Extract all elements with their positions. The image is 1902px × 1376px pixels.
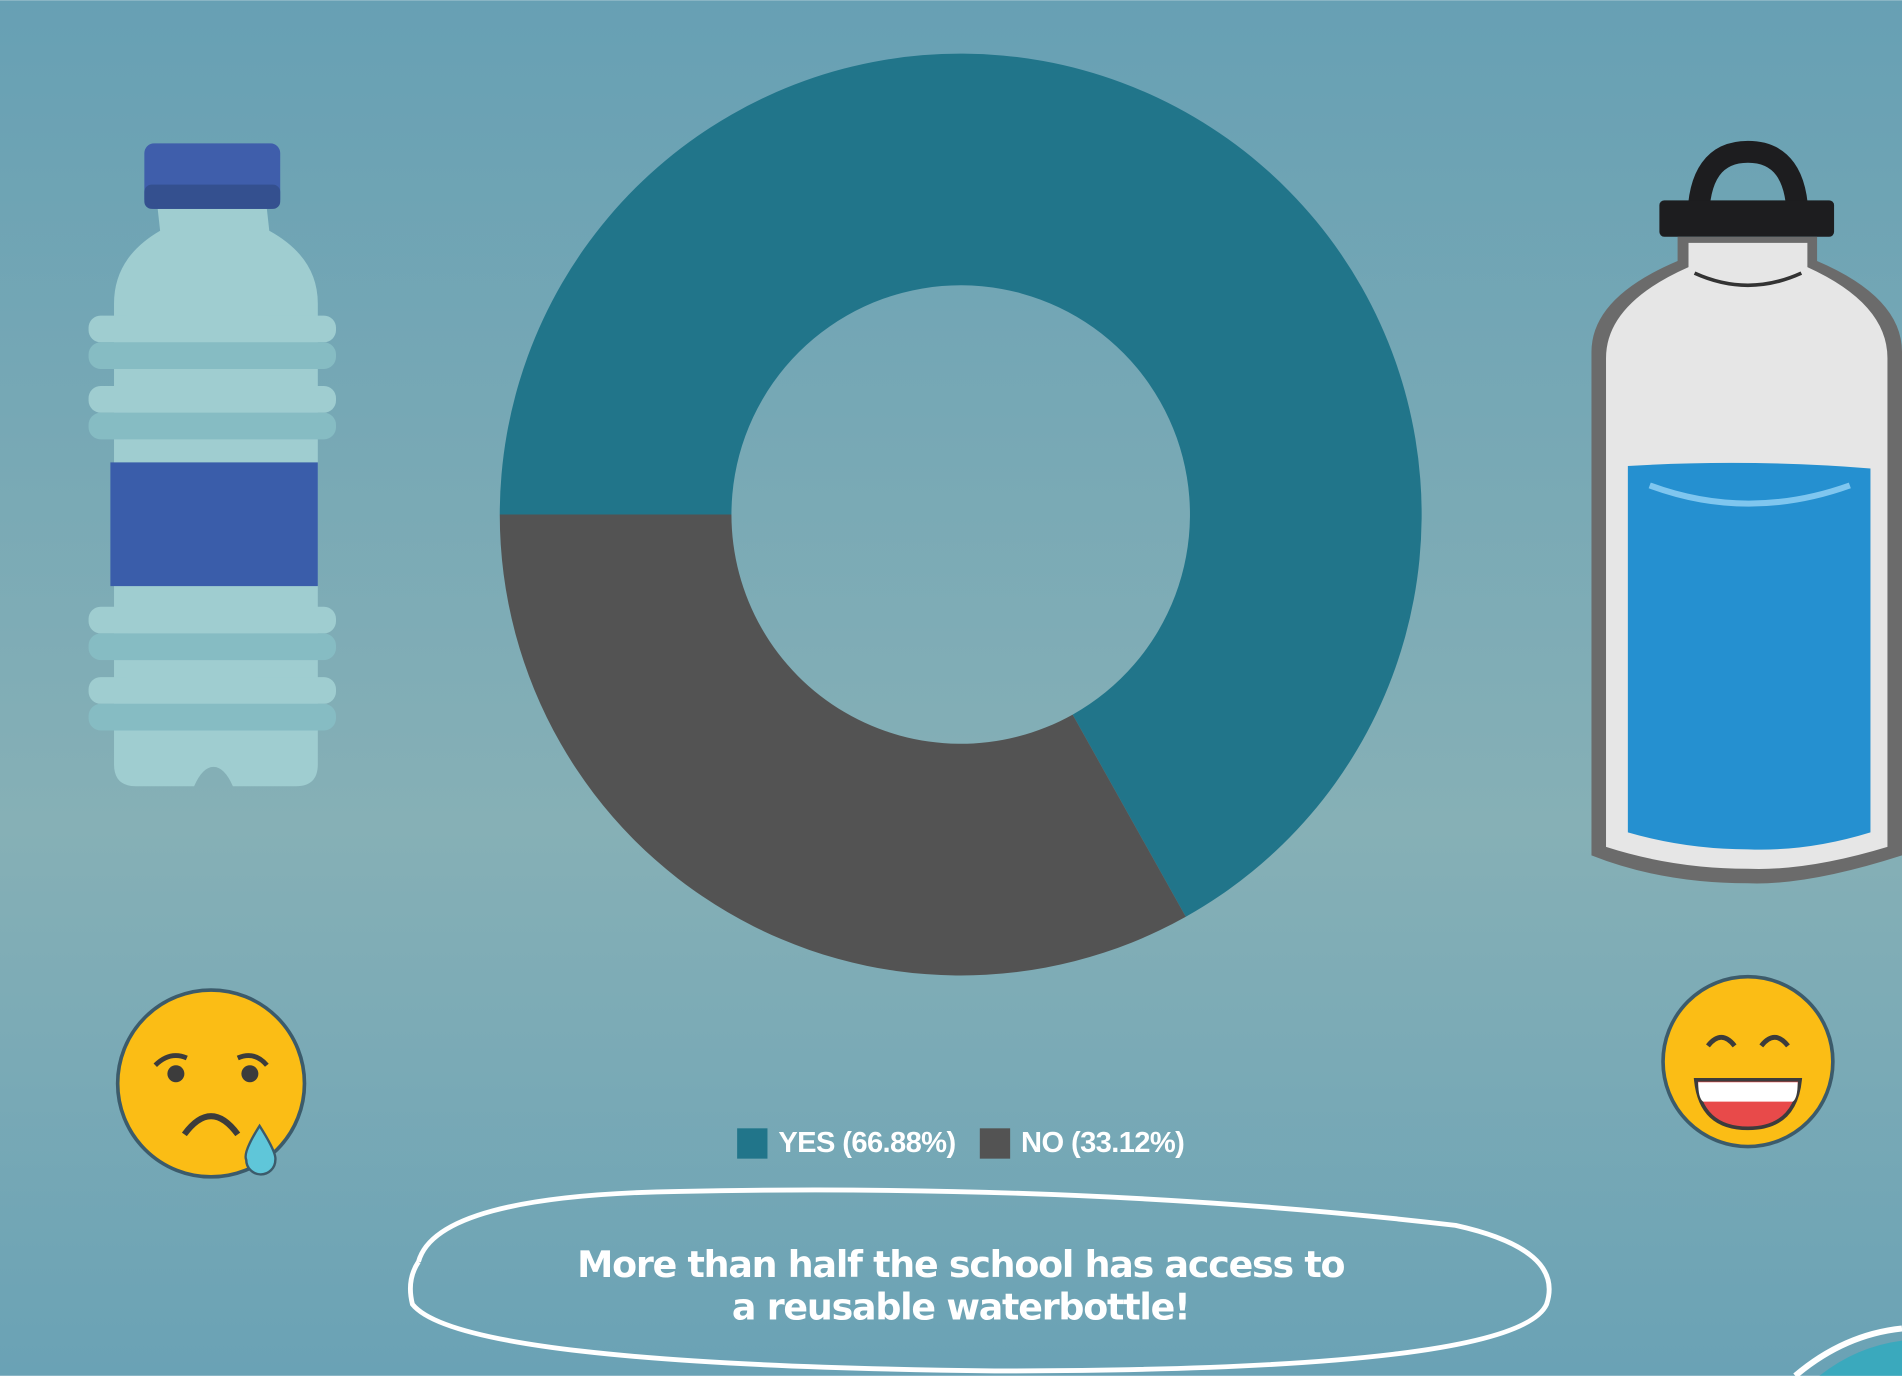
decoration bbox=[1793, 1325, 1902, 1376]
legend-swatch bbox=[979, 1128, 1011, 1159]
plastic-bottle bbox=[88, 143, 337, 787]
annotation-text: a reusable waterbottle! bbox=[732, 1286, 1190, 1329]
donut-segment bbox=[499, 53, 1422, 917]
legend-swatch bbox=[737, 1128, 768, 1159]
annotation-text: More than half the school has access to bbox=[577, 1243, 1344, 1286]
legend-label: YES (66.88%) bbox=[778, 1127, 955, 1159]
annotation: More than half the school has access toa… bbox=[577, 1243, 1346, 1329]
donut-chart bbox=[499, 53, 1422, 976]
sad-emoji bbox=[115, 988, 307, 1179]
reusable-bottle bbox=[1591, 140, 1902, 884]
annotation-outline bbox=[408, 1187, 1552, 1374]
decoration bbox=[1819, 1340, 1902, 1376]
donut-segment bbox=[499, 514, 1186, 976]
legend-label: NO (33.12%) bbox=[1021, 1127, 1184, 1159]
happy-emoji bbox=[1661, 974, 1835, 1149]
legend: YES (66.88%) NO (33.12%) bbox=[737, 1127, 1185, 1159]
